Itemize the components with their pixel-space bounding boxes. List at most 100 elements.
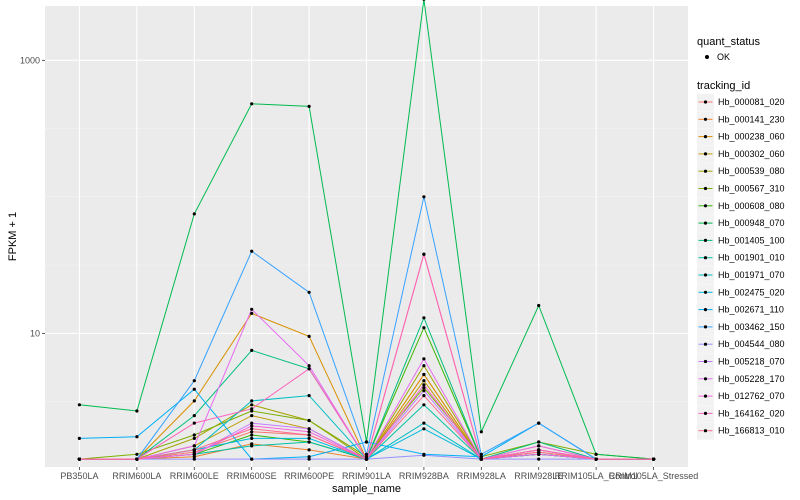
- data-point: [422, 364, 426, 368]
- data-point: [479, 430, 483, 434]
- legend-key-point: [703, 152, 708, 156]
- data-point: [250, 433, 254, 437]
- legend-key-point: [703, 256, 708, 260]
- data-point: [250, 399, 254, 403]
- y-axis-title: FPKM + 1: [7, 212, 19, 261]
- data-point: [135, 435, 139, 439]
- x-tick-label: RRIM901LA: [342, 471, 391, 481]
- legend-key-point: [703, 169, 708, 173]
- data-point: [537, 452, 541, 456]
- legend-key-point: [703, 359, 708, 364]
- y-tick-label: 1000: [20, 55, 40, 65]
- legend-label: Hb_164162_020: [718, 408, 785, 418]
- data-point: [537, 450, 541, 454]
- legend-label: Hb_005228_170: [718, 374, 785, 384]
- data-point: [192, 414, 196, 418]
- legend-items: Hb_000081_020 Hb_000141_230 Hb_000238_060 H…: [697, 94, 785, 440]
- data-point: [594, 457, 598, 461]
- data-point: [422, 403, 426, 407]
- data-point: [250, 421, 254, 425]
- x-tick-label: RRIM928BA: [399, 471, 449, 481]
- legend-key-point: [703, 238, 708, 242]
- x-tick-label: RRIM600LA: [112, 471, 161, 481]
- data-point: [422, 394, 426, 398]
- legend-label: Hb_000238_060: [718, 132, 785, 142]
- data-point: [192, 421, 196, 425]
- legend-key-point: [703, 429, 708, 433]
- legend-label: Hb_000539_080: [718, 166, 785, 176]
- data-point: [192, 455, 196, 459]
- x-tick-label: PB350LA: [60, 471, 98, 481]
- x-axis-title: sample_name: [332, 483, 401, 495]
- legend-label: Hb_004544_080: [718, 339, 785, 349]
- data-point: [307, 334, 311, 338]
- data-point: [479, 457, 483, 461]
- legend-item: Hb_000081_020: [697, 94, 785, 111]
- data-point: [307, 440, 311, 444]
- data-point: [250, 444, 254, 448]
- data-point: [250, 414, 254, 418]
- data-point: [422, 372, 426, 377]
- data-point: [422, 252, 426, 256]
- data-point: [652, 457, 656, 461]
- y-tick-labels: 10 1000: [20, 55, 40, 338]
- data-point: [307, 290, 311, 294]
- data-point: [77, 457, 81, 461]
- legend-item: Hb_004544_080: [697, 336, 785, 354]
- legend-item: Hb_000238_060: [697, 128, 785, 146]
- data-point: [192, 387, 196, 391]
- legend-item: Hb_005228_170: [697, 370, 785, 388]
- legend-item: Hb_003462_150: [697, 318, 785, 336]
- data-point: [307, 433, 311, 437]
- data-point: [537, 303, 541, 308]
- data-point: [537, 448, 541, 452]
- legend-label: Hb_000141_230: [718, 114, 785, 124]
- legend-key-point: [703, 394, 708, 398]
- data-point: [250, 409, 254, 413]
- y-tick-label: 10: [30, 328, 40, 338]
- x-tick-label: RRIM600PE: [284, 471, 334, 481]
- data-point: [77, 403, 81, 407]
- data-point: [422, 383, 426, 387]
- data-point: [250, 436, 254, 440]
- data-point: [307, 448, 311, 452]
- data-point: [192, 448, 196, 452]
- legend-label: Hb_002671_110: [718, 305, 784, 315]
- legend-item: Hb_005218_070: [697, 353, 785, 371]
- data-point: [422, 0, 426, 1]
- legend-quant-status-point: [705, 55, 709, 59]
- data-point: [192, 444, 196, 448]
- axis-ticks: [42, 59, 654, 470]
- x-tick-labels: PB350LA RRIM600LA RRIM600LE RRIM600SE RRIM60…: [60, 471, 698, 481]
- data-point: [307, 104, 311, 108]
- data-point: [422, 379, 426, 383]
- data-point: [250, 407, 254, 411]
- data-point: [135, 457, 139, 461]
- data-point: [307, 455, 311, 459]
- data-point: [192, 457, 196, 461]
- data-point: [364, 440, 369, 444]
- legend-key-point: [703, 325, 708, 329]
- data-point: [307, 436, 311, 440]
- legend-key-point: [703, 100, 708, 104]
- data-point: [192, 450, 196, 454]
- data-point: [250, 457, 254, 461]
- legend-label: Hb_000608_080: [718, 201, 785, 211]
- legend-tracking-title: tracking_id: [697, 80, 750, 92]
- data-point: [307, 394, 311, 398]
- data-point: [250, 249, 254, 253]
- data-point: [250, 102, 254, 106]
- data-point: [422, 326, 426, 330]
- legend-item: Hb_166813_010: [697, 422, 785, 440]
- data-point: [422, 195, 426, 199]
- data-point: [250, 427, 254, 431]
- legend-item: Hb_001971_070: [697, 267, 785, 284]
- data-point: [307, 430, 311, 434]
- legend-label: Hb_012762_070: [718, 391, 785, 401]
- data-point: [192, 436, 196, 440]
- data-point: [364, 455, 369, 459]
- data-point: [135, 409, 139, 413]
- legend-key-point: [703, 186, 708, 191]
- legend-label: Hb_000081_020: [718, 97, 785, 107]
- data-point: [135, 452, 139, 456]
